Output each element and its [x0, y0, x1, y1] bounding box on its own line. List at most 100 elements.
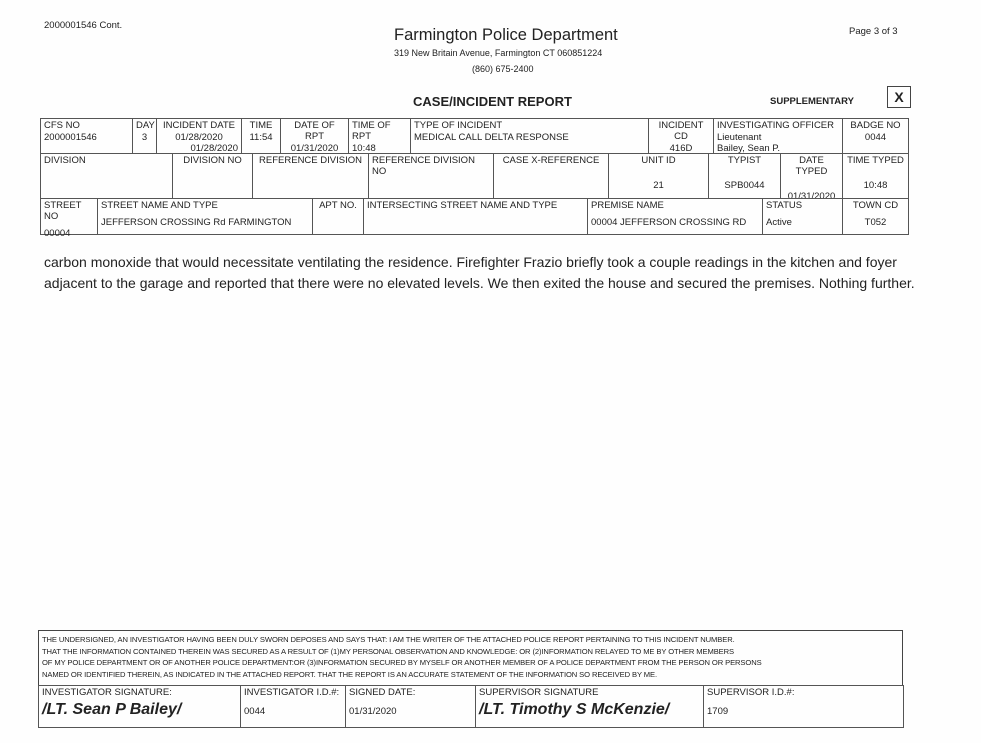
signature-label: SUPERVISOR I.D.#: — [707, 687, 795, 698]
field-value: Active — [766, 217, 792, 228]
field-day: DAY 3 — [132, 118, 157, 154]
field-value: 01/28/2020 — [175, 132, 223, 143]
field-intersecting-street-name-and-type: INTERSECTING STREET NAME AND TYPE — [363, 198, 588, 235]
oath-line: THE UNDERSIGNED, AN INVESTIGATOR HAVING … — [42, 635, 735, 644]
signature-value: 0044 — [244, 706, 266, 717]
signature-field-4: SUPERVISOR SIGNATURE/LT. Timothy S McKen… — [475, 685, 704, 728]
field-label: INCIDENT CD — [658, 120, 704, 142]
oath-line: OF MY POLICE DEPARTMENT OR OF ANOTHER PO… — [42, 658, 762, 667]
field-label: APT NO. — [319, 200, 357, 211]
field-typist: TYPIST SPB0044 — [708, 153, 781, 199]
field-label: CFS NO — [44, 120, 80, 131]
field-value: 416D — [669, 143, 693, 154]
field-division-no: DIVISION NO — [172, 153, 253, 199]
field-investigating-officer: INVESTIGATING OFFICER Lieutenant Bailey, S… — [713, 118, 843, 154]
field-date-of-rpt: DATE OF RPT 01/31/2020 — [280, 118, 349, 154]
case-ref: 2000001546 Cont. — [44, 20, 123, 31]
field-value: Bailey, Sean P. — [717, 143, 781, 154]
field-value: MEDICAL CALL DELTA RESPONSE — [414, 132, 569, 143]
field-label: REFERENCE DIVISION — [259, 155, 362, 166]
department-address: 319 New Britain Avenue, Farmington CT 06… — [394, 48, 603, 58]
field-unit-id: UNIT ID 21 — [608, 153, 709, 199]
signature-label: INVESTIGATOR SIGNATURE: — [42, 687, 172, 698]
field-incident-cd: INCIDENT CD 416D — [648, 118, 714, 154]
field-street-name-and-type: STREET NAME AND TYPE JEFFERSON CROSSING R… — [97, 198, 313, 235]
field-label: REFERENCE DIVISION NO — [372, 155, 475, 177]
field-label: INTERSECTING STREET NAME AND TYPE — [367, 200, 558, 211]
department-name: Farmington Police Department — [394, 26, 618, 44]
field-value: 0044 — [864, 132, 887, 143]
field-value: 21 — [653, 180, 664, 191]
field-label: UNIT ID — [641, 155, 676, 166]
signature: /LT. Sean P Bailey/ — [42, 701, 182, 718]
report-type: SUPPLEMENTARY — [770, 96, 854, 107]
signature-value: 1709 — [707, 706, 729, 717]
field-label: BADGE NO — [850, 120, 901, 131]
field-label: DATE TYPED — [795, 155, 828, 177]
field-label: CASE X-REFERENCE — [502, 155, 600, 166]
field-town-cd: TOWN CD T052 — [842, 198, 909, 235]
signature-field-2: INVESTIGATOR I.D.#: 0044 — [240, 685, 346, 728]
field-label: INVESTIGATING OFFICER — [717, 120, 834, 131]
field-label: TOWN CD — [852, 200, 899, 211]
field-time-typed: TIME TYPED 10:48 — [842, 153, 909, 199]
field-premise-name: PREMISE NAME 00004 JEFFERSON CROSSING RD — [587, 198, 763, 235]
department-phone: (860) 675-2400 — [472, 64, 534, 74]
field-apt-no: APT NO. — [312, 198, 364, 235]
field-value: 01/31/2020 — [290, 143, 339, 154]
field-value: 01/28/2020 — [190, 143, 238, 154]
field-value: 2000001546 — [44, 132, 97, 143]
field-label: PREMISE NAME — [591, 200, 664, 211]
field-label: DAY — [136, 120, 155, 131]
signature-label: INVESTIGATOR I.D.#: — [244, 687, 340, 698]
field-reference-division: REFERENCE DIVISION — [252, 153, 369, 199]
field-label: TIME — [249, 120, 273, 131]
field-reference-division-no: REFERENCE DIVISION NO — [368, 153, 494, 199]
oath-line: NAMED OR IDENTIFIED THEREIN, AS INDICATE… — [42, 669, 657, 679]
signature-label: SIGNED DATE: — [349, 687, 416, 698]
field-value: 11:54 — [249, 132, 273, 143]
field-time-of-rpt: TIME OF RPT 10:48 — [348, 118, 411, 154]
field-label: STREET NO — [44, 200, 82, 222]
oath-statement: THE UNDERSIGNED, AN INVESTIGATOR HAVING … — [38, 630, 903, 686]
field-street-no: STREET NO 00004 — [40, 198, 98, 239]
signature-label: SUPERVISOR SIGNATURE — [479, 687, 599, 698]
oath-line: THAT THE INFORMATION CONTAINED THEREIN W… — [42, 646, 734, 656]
field-label: STREET NAME AND TYPE — [101, 200, 218, 211]
field-label: TIME TYPED — [847, 155, 904, 166]
field-label: DIVISION — [44, 155, 86, 166]
signature-field-1: INVESTIGATOR SIGNATURE: /LT. Sean P Baile… — [38, 685, 241, 728]
field-cfs-no: CFS NO 2000001546 — [40, 118, 133, 154]
field-value: T052 — [864, 217, 887, 228]
signature-field-5: SUPERVISOR I.D.#: 1709 — [703, 685, 904, 728]
field-division: DIVISION — [40, 153, 173, 199]
field-value: Lieutenant — [717, 132, 762, 143]
report-title: CASE/INCIDENT REPORT — [413, 94, 572, 109]
field-value: JEFFERSON CROSSING Rd FARMINGTON — [101, 217, 292, 228]
supplementary-checkbox: X — [887, 86, 911, 108]
field-label: TYPIST — [727, 155, 762, 166]
field-status: STATUS Active — [762, 198, 843, 235]
field-type-of-incident: TYPE OF INCIDENT MEDICAL CALL DELTA RESPO… — [410, 118, 649, 154]
field-date-typed: DATE TYPED 01/31/2020 — [780, 153, 843, 202]
signature-field-3: SIGNED DATE: 01/31/2020 — [345, 685, 476, 728]
field-label: DATE OF RPT — [294, 120, 335, 142]
field-label: STATUS — [766, 200, 803, 211]
field-value: 10:48 — [352, 143, 376, 154]
signature-value: 01/31/2020 — [349, 706, 397, 717]
field-value: 10:48 — [863, 180, 888, 191]
field-value: 00004 JEFFERSON CROSSING RD — [591, 217, 747, 228]
field-value: 3 — [141, 132, 148, 143]
signature: /LT. Timothy S McKenzie/ — [479, 701, 670, 718]
field-label: TIME OF RPT — [352, 120, 391, 142]
field-badge-no: BADGE NO 0044 — [842, 118, 909, 154]
field-label: DIVISION NO — [183, 155, 242, 166]
field-value: SPB0044 — [724, 180, 765, 191]
field-value: 00004 — [44, 228, 71, 239]
narrative-text: carbon monoxide that would necessitate v… — [44, 254, 915, 291]
page-number: Page 3 of 3 — [849, 26, 898, 37]
field-label: INCIDENT DATE — [163, 120, 235, 131]
field-case-x-reference: CASE X-REFERENCE — [493, 153, 609, 199]
field-value: 01/31/2020 — [787, 191, 836, 202]
